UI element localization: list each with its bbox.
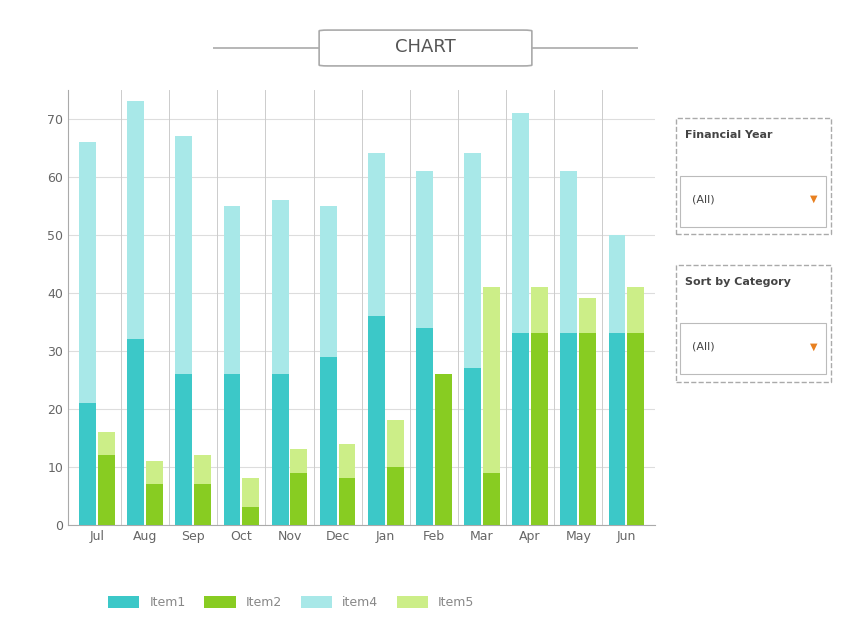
Bar [483, 472, 500, 525]
Bar [561, 171, 577, 333]
Bar [416, 171, 433, 328]
Text: ▼: ▼ [810, 194, 818, 204]
Bar [271, 374, 288, 525]
Bar [561, 333, 577, 525]
FancyBboxPatch shape [681, 176, 825, 227]
Bar [224, 374, 240, 525]
Text: Sort by Category: Sort by Category [685, 277, 791, 287]
Bar [483, 287, 500, 472]
FancyBboxPatch shape [681, 323, 825, 374]
Bar [339, 444, 356, 478]
Bar [175, 136, 192, 374]
Text: Financial Year: Financial Year [685, 130, 773, 140]
Bar [290, 449, 307, 472]
Bar [580, 298, 596, 333]
Text: CHART: CHART [395, 38, 456, 56]
Text: ▼: ▼ [810, 341, 818, 351]
Bar [79, 403, 96, 525]
Bar [79, 142, 96, 403]
Text: (All): (All) [692, 194, 714, 204]
Bar [580, 333, 596, 525]
Bar [271, 200, 288, 374]
Bar [416, 328, 433, 525]
Bar [146, 484, 163, 525]
Bar [243, 478, 260, 508]
Bar [339, 478, 356, 525]
Bar [531, 287, 548, 333]
FancyBboxPatch shape [676, 118, 831, 234]
Bar [194, 455, 211, 484]
Text: (All): (All) [692, 341, 714, 351]
Bar [243, 508, 260, 525]
Bar [320, 205, 337, 356]
Bar [194, 484, 211, 525]
Bar [386, 467, 403, 525]
Bar [386, 420, 403, 467]
Bar [98, 455, 115, 525]
FancyBboxPatch shape [676, 265, 831, 381]
Bar [368, 316, 385, 525]
Bar [435, 374, 452, 525]
Bar [464, 368, 481, 525]
Bar [608, 235, 625, 333]
Bar [128, 339, 144, 525]
Bar [464, 154, 481, 368]
Bar [368, 154, 385, 316]
Bar [627, 287, 644, 333]
Bar [320, 356, 337, 525]
Bar [175, 374, 192, 525]
Bar [146, 461, 163, 484]
Legend: Item1, Item2, item4, Item5: Item1, Item2, item4, Item5 [103, 591, 479, 614]
FancyBboxPatch shape [319, 30, 532, 66]
Bar [290, 472, 307, 525]
Bar [512, 333, 529, 525]
Bar [531, 333, 548, 525]
Bar [98, 432, 115, 455]
Bar [128, 101, 144, 339]
Bar [224, 205, 240, 374]
Bar [512, 113, 529, 333]
Bar [627, 333, 644, 525]
Bar [608, 333, 625, 525]
